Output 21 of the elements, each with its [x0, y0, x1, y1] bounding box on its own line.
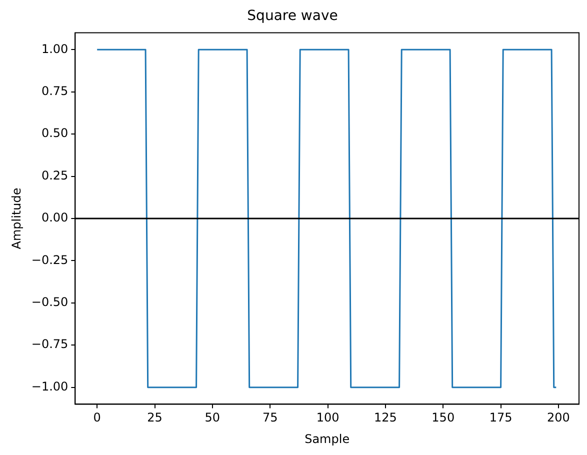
y-tick-label: 0.75 [41, 84, 68, 98]
y-tick-label: 1.00 [41, 42, 68, 56]
x-tick-label: 175 [489, 410, 512, 425]
y-axis-title: Amplitude [9, 188, 24, 250]
x-tick-label: 0 [93, 410, 101, 425]
x-tick-label: 200 [547, 410, 570, 425]
y-tick-label: −0.75 [31, 337, 68, 352]
y-tick-label: −0.25 [31, 252, 68, 267]
x-tick-label: 25 [147, 410, 162, 425]
x-axis-title: Sample [304, 432, 350, 446]
y-tick-label: 0.00 [41, 210, 68, 225]
y-tick-label: 0.25 [41, 168, 68, 182]
x-tick-label: 125 [374, 410, 397, 425]
x-tick-label: 75 [262, 410, 278, 425]
x-tick-label: 100 [316, 410, 340, 425]
y-tick-label: −1.00 [31, 379, 68, 394]
chart-title: Square wave [247, 8, 338, 24]
x-tick-label: 50 [204, 410, 220, 425]
y-tick-label: −0.50 [31, 295, 68, 310]
y-tick-label: 0.50 [41, 126, 68, 140]
x-tick-label: 150 [432, 410, 455, 425]
